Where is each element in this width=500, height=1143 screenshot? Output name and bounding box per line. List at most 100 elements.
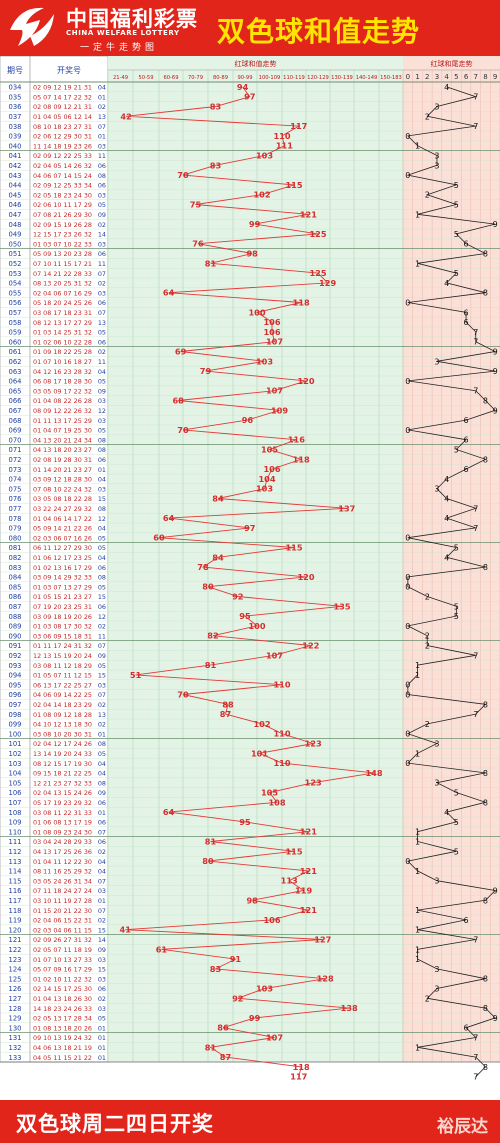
sum-value-label: 106 [263, 317, 280, 327]
blue-ball-number: 04 [98, 368, 106, 376]
draw-numbers: 01 07 10 16 18 27 [33, 358, 92, 366]
tail-digit-label: 5 [454, 73, 458, 81]
blue-ball-number: 06 [98, 182, 106, 190]
tail-value-label: 0 [405, 573, 410, 582]
blue-ball-number: 03 [98, 289, 106, 297]
blue-ball-number: 02 [98, 623, 106, 631]
tail-value-label: 9 [493, 887, 498, 896]
tail-value-label: 5 [454, 602, 459, 611]
issue-number: 048 [9, 221, 22, 229]
draw-numbers: 07 19 20 23 25 31 [33, 603, 92, 611]
issue-number: 133 [9, 1054, 22, 1062]
draw-numbers: 01 03 07 13 27 29 [33, 583, 92, 591]
issue-number: 083 [9, 564, 22, 572]
blue-ball-number: 02 [98, 103, 106, 111]
draw-numbers: 02 08 09 12 21 31 [33, 103, 92, 111]
sum-value-label: 103 [256, 356, 273, 366]
draw-numbers: 01 08 09 12 18 28 [33, 711, 92, 719]
blue-ball-number: 13 [98, 113, 106, 121]
issue-number: 074 [9, 476, 22, 484]
tail-value-label: 6 [464, 240, 469, 249]
issue-number: 102 [9, 750, 22, 758]
draw-numbers: 02 03 06 07 16 26 [33, 534, 92, 542]
draw-numbers: 04 06 13 18 21 19 [33, 1044, 92, 1052]
blue-ball-number: 01 [98, 1044, 106, 1052]
sum-value-label: 103 [256, 151, 273, 161]
sum-value-label: 83 [210, 964, 222, 974]
issue-number: 087 [9, 603, 22, 611]
blue-ball-number: 07 [98, 123, 106, 131]
sum-range-label: 120-129 [307, 75, 329, 81]
blue-ball-number: 09 [98, 652, 106, 660]
sum-value-label: 80 [202, 856, 214, 866]
sum-value-label: 95 [239, 611, 251, 621]
tail-value-label: 7 [473, 328, 478, 337]
issue-number: 043 [9, 172, 22, 180]
sum-value-label: 105 [261, 788, 278, 798]
issue-number: 112 [9, 848, 22, 856]
blue-ball-number: 03 [98, 975, 106, 983]
tail-value-label: 3 [434, 357, 439, 366]
issue-number: 098 [9, 711, 22, 719]
draw-numbers: 02 06 12 29 30 31 [33, 133, 92, 141]
issue-number: 131 [9, 1034, 22, 1042]
sum-value-label: 138 [341, 1003, 358, 1013]
issue-number: 117 [9, 897, 22, 905]
sum-value-label: 101 [251, 748, 268, 758]
issue-number: 119 [9, 917, 22, 925]
sum-value-label: 120 [297, 572, 314, 582]
tail-value-label: 5 [454, 181, 459, 190]
draw-numbers: 08 09 12 22 26 32 [33, 407, 92, 415]
blue-ball-number: 07 [98, 309, 106, 317]
sum-value-label: 107 [266, 650, 283, 660]
issue-number: 051 [9, 250, 22, 258]
draw-numbers: 03 05 09 17 22 32 [33, 387, 92, 395]
draw-numbers: 02 06 10 11 17 29 [33, 201, 92, 209]
trend-chart: 期号 开奖号 红球和值走势 红球和尾走势 21-49 50-59 60-69 70-79 80-… [0, 56, 500, 1082]
draw-numbers: 01 09 18 22 25 28 [33, 348, 92, 356]
blue-ball-number: 03 [98, 1005, 106, 1013]
blue-ball-number: 03 [98, 485, 106, 493]
draw-numbers: 03 05 24 26 31 34 [33, 877, 92, 885]
tail-value-label: 4 [444, 279, 449, 288]
tail-value-label: 8 [483, 975, 488, 984]
tail-value-label: 7 [473, 651, 478, 660]
tail-value-label: 9 [493, 220, 498, 229]
draw-numbers: 12 15 17 23 26 32 [33, 231, 92, 239]
draw-numbers: 06 11 12 27 29 30 [33, 544, 92, 552]
tail-value-label: 2 [425, 191, 430, 200]
issue-number: 110 [9, 828, 22, 836]
issue-number: 084 [9, 574, 22, 582]
issue-number: 099 [9, 721, 22, 729]
issue-number: 122 [9, 946, 22, 954]
issue-number: 091 [9, 642, 22, 650]
issue-number: 044 [9, 182, 22, 190]
issue-number: 116 [9, 887, 22, 895]
draw-numbers: 02 05 07 11 18 19 [33, 946, 92, 954]
sum-value-label: 86 [217, 1023, 229, 1033]
sum-value-label: 83 [210, 102, 222, 112]
draw-numbers: 07 10 11 15 17 21 [33, 260, 92, 268]
issue-number: 058 [9, 319, 22, 327]
blue-ball-number: 03 [98, 681, 106, 689]
blue-ball-number: 06 [98, 299, 106, 307]
sum-value-label: 42 [120, 111, 131, 121]
draw-numbers: 03 10 11 19 27 28 [33, 897, 92, 905]
tail-value-label: 0 [405, 132, 410, 141]
draw-numbers: 02 09 12 25 33 34 [33, 182, 92, 190]
sum-value-label: 75 [190, 200, 202, 210]
sum-value-label: 102 [253, 190, 270, 200]
issue-number: 127 [9, 995, 22, 1003]
draw-numbers: 02 04 12 17 24 26 [33, 740, 92, 748]
sum-value-label: 125 [309, 268, 326, 278]
draw-numbers: 04 13 20 21 24 34 [33, 436, 92, 444]
issue-number: 105 [9, 779, 22, 787]
tail-value-label: 7 [473, 1073, 478, 1082]
blue-ball-number: 08 [98, 505, 106, 513]
issue-number: 123 [9, 956, 22, 964]
tail-value-label: 1 [415, 926, 420, 935]
blue-ball-number: 06 [98, 799, 106, 807]
tail-value-label: 1 [415, 906, 420, 915]
tail-value-label: 0 [405, 857, 410, 866]
blue-ball-number: 06 [98, 819, 106, 827]
